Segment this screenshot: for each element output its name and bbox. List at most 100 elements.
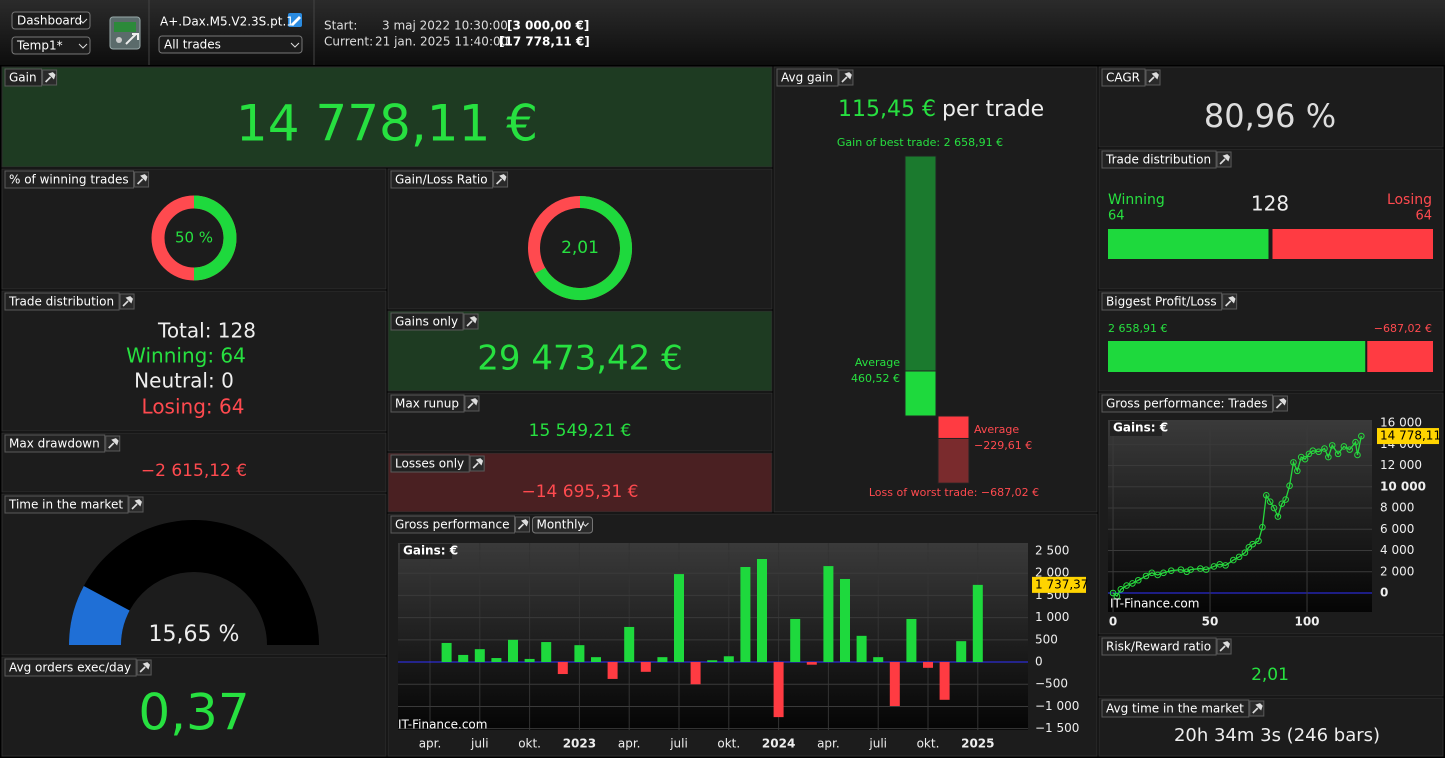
label: Losing [1387,192,1432,208]
current-label: Current: [324,35,373,49]
bar [856,635,867,663]
x-tick-label: apr. [419,737,442,751]
last-value-box [1377,428,1439,445]
point [1129,580,1136,587]
label: 15 549,21 € [529,421,632,441]
select-value: Dashboard [17,14,82,28]
panel-title: CAGR [1106,71,1140,85]
title-tab [390,394,465,413]
bar [441,642,452,663]
plot-area [1108,420,1372,612]
wrench-icon [139,662,151,673]
wrench-icon [122,296,133,307]
point [1334,450,1342,458]
select[interactable] [11,11,91,30]
wrench-icon [496,174,507,185]
current-date: 21 jan. 2025 11:40:00 [375,35,508,49]
bar [707,660,718,663]
label: 20h 34m 3s (246 bars) [1174,725,1380,746]
y-tick-label: 10 000 [1380,479,1426,493]
edit-icon[interactable] [288,13,302,27]
title-tab [1101,699,1250,718]
panel-title: Max runup [395,397,459,411]
bar [474,649,485,663]
bar [823,566,834,663]
bar [790,618,801,663]
bar [956,641,967,663]
bar [458,654,469,663]
point [1160,569,1167,577]
point [1255,537,1262,545]
point [1274,513,1282,520]
bar [674,574,684,663]
gauge-value [69,585,131,647]
wrench-icon [137,174,148,185]
bar [690,662,701,685]
losing-bar [1272,229,1433,259]
title-tab [390,312,464,331]
point [1315,448,1322,456]
label: Total: 128 [157,319,256,343]
label: 64 [1108,209,1125,224]
wrench-icon [1275,398,1287,409]
label: −2 615,12 € [141,461,247,481]
select-value: Monthly [536,518,584,532]
toolbar [0,0,1445,65]
bar [939,662,950,700]
select[interactable] [158,35,303,54]
label: Losing: 64 [142,395,245,419]
wrench-icon [472,458,484,469]
y-tick-label: 0 [1035,655,1043,669]
title-tab [4,495,129,514]
y-tick-label: −1 500 [1035,721,1079,735]
title-tab [1101,292,1223,311]
point [1148,569,1156,577]
label: 2,01 [1251,665,1289,685]
y-tick-label: 6 000 [1380,522,1414,536]
label: 460,52 € [851,372,900,385]
label: 0,37 [138,684,249,742]
panel [1098,148,1444,290]
profit-bar [1108,341,1366,372]
x-tick-label: okt. [917,737,940,751]
wrench-icon [1219,154,1230,165]
point [1282,496,1289,503]
wrench-icon [1225,296,1236,307]
start-label: Start: [324,19,357,33]
point [1340,443,1348,450]
label: 15,65 % [149,622,240,647]
tool-icon[interactable] [109,16,141,50]
bar [607,662,618,679]
panel-title: Trade distribution [1105,153,1211,167]
select[interactable] [11,36,91,55]
panel-title: Gross performance [395,518,509,532]
panel-title: % of winning trades [9,173,129,187]
label: Gain of best trade: 2 658,91 € [837,136,1003,149]
line [1112,435,1362,598]
bar [640,662,651,672]
last-value-label: 14 778,11 [1380,429,1441,443]
x-tick-label: juli [868,737,887,751]
select-arrow [290,42,300,48]
panel-title: Biggest Profit/Loss [1106,295,1217,309]
title-tab [1101,637,1217,656]
panel-title: Gain/Loss Ratio [395,173,488,187]
wrench-icon [45,72,56,83]
y-tick-label: 2 000 [1035,566,1069,580]
y-tick-label: 4 000 [1380,543,1414,557]
icon-dot [116,37,122,43]
y-tick-label: 1 000 [1035,610,1069,624]
y-tick-label: 2 000 [1380,564,1414,578]
start-date: 3 maj 2022 10:30:00 [382,19,508,33]
title-tab [776,68,839,87]
point [1210,563,1218,570]
label: 115,45 € [838,97,936,122]
watermark: IT-Finance.com [1110,597,1199,611]
wrench-icon [466,316,477,327]
point [1134,576,1142,584]
period-select[interactable] [531,516,593,534]
y-tick-label: −500 [1035,677,1068,691]
plot-area [398,543,1028,730]
point [1222,562,1229,569]
